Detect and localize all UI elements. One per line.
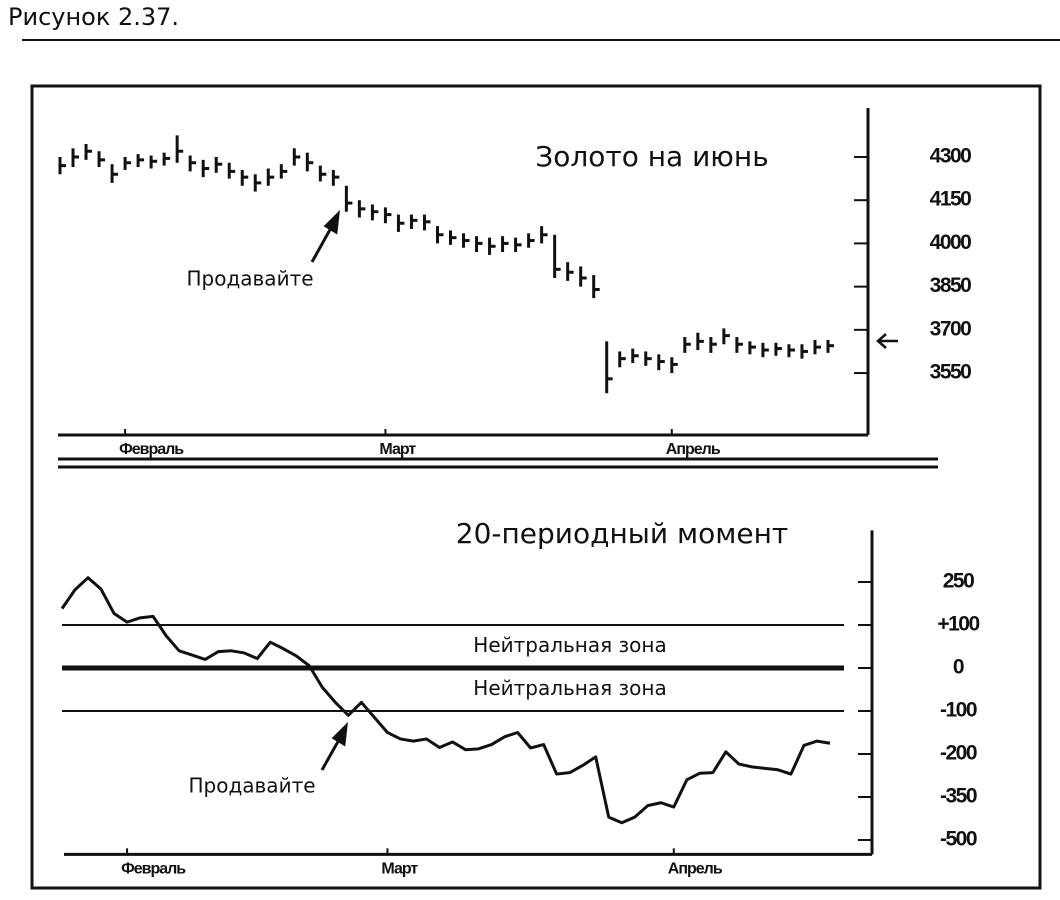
x-tick-label: Март — [379, 441, 416, 458]
y-tick-label: 3850 — [930, 274, 972, 297]
y-tick-label: 3550 — [930, 361, 972, 384]
chart-title: 20-периодный момент — [456, 517, 788, 550]
zone-label: Нейтральная зона — [473, 676, 666, 700]
y-tick-label: 0 — [953, 656, 964, 679]
y-tick-label: -200 — [940, 742, 977, 765]
momentum-line — [60, 576, 831, 825]
y-tick-label: 250 — [943, 570, 974, 593]
y-tick-label: 4000 — [930, 231, 972, 254]
x-tick-label: Апрель — [666, 441, 721, 458]
x-tick-label: Февраль — [121, 861, 186, 878]
y-tick-label: 3700 — [930, 317, 972, 340]
chart-title: Золото на июнь — [535, 140, 768, 173]
y-tick-label: -100 — [940, 699, 977, 722]
annotation-arrow — [320, 721, 348, 771]
y-tick-label: 4300 — [930, 145, 972, 168]
y-tick-label: -500 — [940, 828, 977, 851]
y-tick-label: +100 — [937, 613, 979, 636]
annotation: Продавайте — [188, 774, 315, 798]
price-pointer — [876, 333, 898, 349]
zone-label: Нейтральная зона — [473, 633, 666, 657]
x-tick-label: Апрель — [668, 861, 723, 878]
annotation-arrow — [310, 209, 340, 263]
frame — [30, 84, 1042, 890]
y-tick-label: -350 — [940, 785, 977, 808]
y-tick-label: 4150 — [930, 188, 972, 211]
annotation: Продавайте — [186, 267, 313, 291]
x-tick-label: Февраль — [119, 441, 184, 458]
figure-label: Рисунок 2.37. — [8, 3, 179, 31]
x-tick-label: Март — [381, 861, 418, 878]
